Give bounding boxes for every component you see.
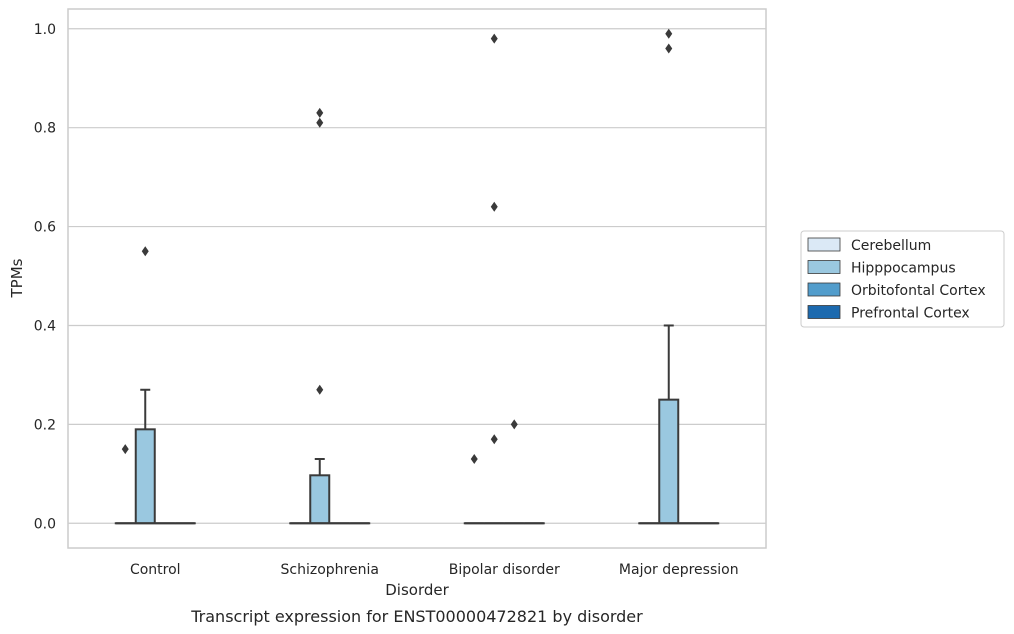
box-body bbox=[658, 398, 680, 525]
x-axis-ticks: Control Schizophrenia Bipolar disorder Majo… bbox=[130, 562, 739, 578]
y-tick-label: 0.6 bbox=[34, 220, 56, 236]
y-tick-label: 1.0 bbox=[34, 22, 56, 38]
plot-frame bbox=[67, 8, 767, 549]
box-hipppocampus bbox=[134, 246, 156, 525]
outlier-point bbox=[510, 419, 518, 430]
y-axis-label: TPMs bbox=[8, 258, 26, 298]
outlier-point bbox=[665, 43, 673, 54]
chart-caption: Transcript expression for ENST0000047282… bbox=[190, 607, 643, 626]
legend-swatch bbox=[807, 237, 841, 252]
box-body bbox=[309, 474, 331, 525]
legend-frame bbox=[800, 230, 1005, 328]
chart-marks bbox=[114, 28, 720, 525]
box-cerebellum bbox=[463, 453, 485, 525]
legend-swatch bbox=[807, 260, 841, 274]
y-tick-label: 0.2 bbox=[34, 417, 56, 433]
y-axis-ticks: 0.0 0.2 0.4 0.6 0.8 1.0 bbox=[34, 22, 56, 532]
y-tick-label: 0.0 bbox=[34, 516, 56, 532]
outlier-point bbox=[470, 453, 478, 464]
outlier-point bbox=[141, 246, 149, 257]
legend-label: Hipppocampus bbox=[851, 261, 956, 277]
box-hipppocampus bbox=[309, 107, 331, 525]
x-axis-label: Disorder bbox=[385, 581, 449, 599]
outlier-point bbox=[316, 117, 324, 128]
legend-label: Cerebellum bbox=[851, 238, 931, 254]
box-hipppocampus bbox=[658, 28, 680, 525]
outlier-point bbox=[490, 33, 498, 44]
outlier-point bbox=[490, 434, 498, 445]
legend-label: Orbitofontal Cortex bbox=[851, 283, 986, 299]
box-cerebellum bbox=[114, 444, 136, 525]
x-tick-label: Major depression bbox=[619, 562, 739, 578]
box-hipppocampus bbox=[483, 33, 505, 525]
y-tick-label: 0.4 bbox=[34, 318, 56, 334]
x-tick-label: Bipolar disorder bbox=[449, 562, 560, 578]
outlier-point bbox=[316, 107, 324, 118]
legend-swatch bbox=[807, 305, 841, 319]
outlier-point bbox=[665, 28, 673, 39]
box-body bbox=[134, 428, 156, 525]
outlier-point bbox=[121, 444, 129, 455]
x-tick-label: Schizophrenia bbox=[281, 562, 379, 578]
y-tick-label: 0.8 bbox=[34, 121, 56, 137]
x-tick-label: Control bbox=[130, 562, 181, 578]
outlier-point bbox=[490, 201, 498, 212]
legend: Cerebellum Hipppocampus Orbitofontal Corte… bbox=[800, 230, 1005, 328]
legend-swatch bbox=[807, 282, 841, 297]
legend-label: Prefrontal Cortex bbox=[851, 306, 970, 322]
box-orbitofontal-cortex bbox=[503, 419, 525, 525]
outlier-point bbox=[316, 384, 324, 395]
